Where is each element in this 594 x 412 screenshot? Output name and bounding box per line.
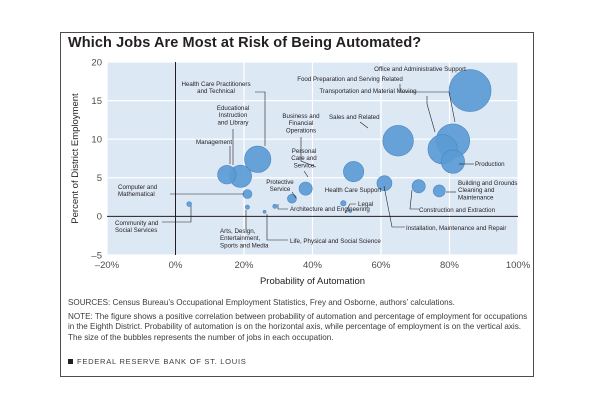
y-axis-title: Percent of District Employment	[70, 93, 81, 224]
bubble	[217, 165, 237, 185]
bubble-label: Transportation and Material Moving	[319, 88, 417, 95]
bubble-label: Installation, Maintenance and Repair	[406, 225, 506, 232]
x-tick-label: 100%	[506, 260, 531, 271]
x-tick-label: –20%	[95, 260, 120, 271]
leader-line	[303, 170, 309, 178]
bubble-label: Business and Financial Operations	[282, 113, 320, 134]
bubble	[287, 193, 297, 204]
y-tick-label: –5	[91, 250, 102, 261]
leader-line	[426, 96, 436, 133]
x-tick-label: 0%	[169, 260, 183, 271]
bubble	[298, 181, 313, 196]
bubble	[340, 200, 347, 207]
bubble	[411, 179, 426, 194]
leader-line	[383, 185, 405, 228]
leader-line	[409, 189, 419, 210]
bubble	[343, 161, 365, 183]
leader-line	[291, 191, 297, 199]
leader-line	[266, 214, 288, 241]
publisher-footer: FEDERAL RESERVE BANK OF ST. LOUIS	[68, 357, 247, 366]
bubble-label: Arts, Design, Entertainment, Sports and Me…	[220, 228, 269, 249]
bubble	[242, 189, 253, 199]
leader-line	[255, 91, 266, 146]
leader-line	[344, 203, 356, 214]
bubble	[244, 145, 272, 173]
bubble	[272, 203, 278, 209]
y-tick-label: 0	[97, 212, 102, 223]
bubble-label: Building and Grounds Cleaning and Maintena…	[458, 180, 518, 201]
bubble	[448, 69, 492, 112]
bubble	[440, 149, 465, 174]
bubble	[348, 209, 352, 213]
x-tick-label: 20%	[234, 260, 254, 271]
bubble	[382, 125, 414, 157]
y-tick-label: 20	[91, 57, 102, 68]
footer-text: FEDERAL RESERVE BANK OF ST. LOUIS	[77, 357, 247, 366]
bubble-label: Computer and Mathematical	[118, 184, 158, 198]
bubble-label: Health Care Support	[325, 187, 382, 194]
x-tick-label: 60%	[371, 260, 391, 271]
bubble-label: Health Care Practitioners and Technical	[181, 81, 250, 95]
bubble-label: Architecture and Engineering	[290, 206, 370, 213]
bubble-label: Community and Social Services	[115, 220, 159, 234]
leader-line	[277, 204, 288, 210]
y-tick-label: 10	[91, 135, 102, 146]
leader-line	[300, 137, 317, 168]
leader-line	[162, 206, 192, 223]
bubble-label: Production	[475, 161, 505, 168]
x-axis-title: Probability of Automation	[260, 276, 365, 287]
x-tick-label: 80%	[440, 260, 460, 271]
bubble-label: Legal	[358, 201, 373, 208]
bubble	[186, 201, 192, 207]
bubble-label: Life, Physical and Social Science	[290, 238, 381, 245]
bubble-chart: –20% 0% 20% 40% 60% 80% 100% –5 0 5 10 15 20 Office …	[70, 57, 531, 287]
chart-title: Which Jobs Are Most at Risk of Being Aut…	[68, 35, 422, 51]
bubble-label: Educational Instruction and Library	[217, 105, 250, 126]
bubble	[245, 204, 250, 210]
leader-line	[359, 121, 369, 129]
bubble-label: Management	[196, 139, 232, 146]
bubble-label: Personal Care and Service	[291, 148, 317, 169]
bubble-label: Sales and Related	[329, 114, 380, 121]
footer-square-icon	[68, 359, 73, 364]
figure-notes: SOURCES: Census Bureau’s Occupational Em…	[68, 298, 530, 346]
leader-line	[399, 84, 456, 123]
bubble	[376, 175, 393, 192]
y-tick-label: 15	[91, 96, 102, 107]
bubble-label: Food Preparation and Serving Related	[297, 76, 403, 83]
bubble-label: Construction and Extraction	[419, 207, 496, 214]
bubble-labels: Office and Administrative Support Food Pr…	[115, 66, 518, 249]
y-tick-label: 5	[97, 173, 102, 184]
bubble	[262, 209, 267, 214]
bubble-label: Office and Administrative Support	[374, 66, 466, 73]
bubble	[432, 184, 446, 198]
x-tick-label: 40%	[303, 260, 323, 271]
sources-text: SOURCES: Census Bureau’s Occupational Em…	[68, 298, 455, 307]
note-text: NOTE: The figure shows a positive correl…	[68, 311, 528, 342]
bubble-label: Protective Service	[266, 179, 294, 193]
